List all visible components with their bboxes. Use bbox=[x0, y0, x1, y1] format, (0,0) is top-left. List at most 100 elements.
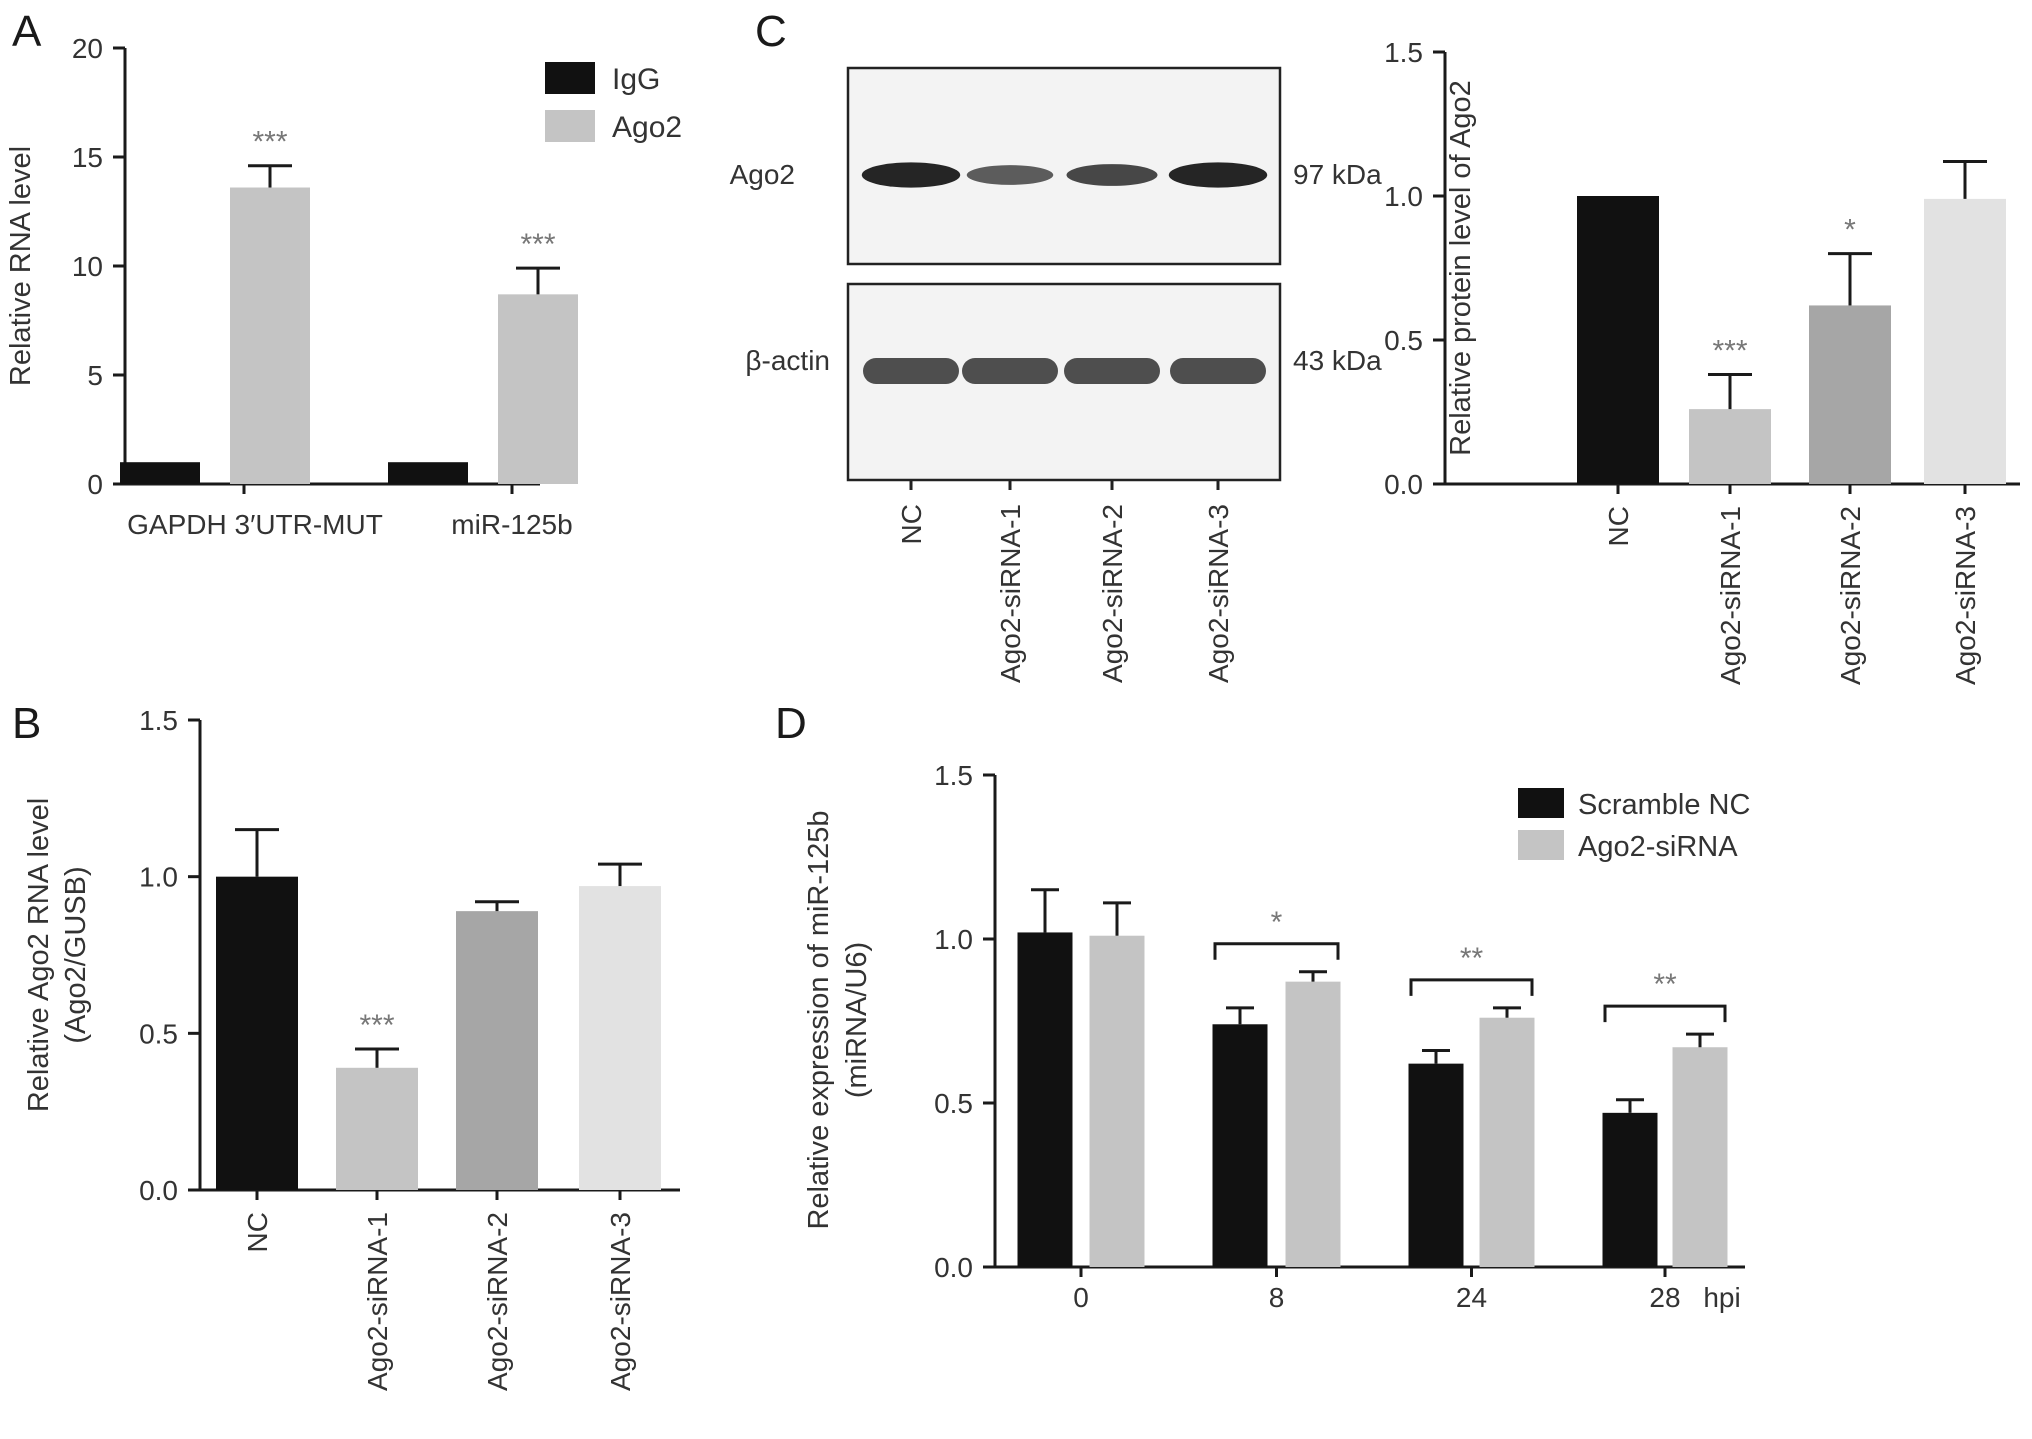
y-tick-label: 1.5 bbox=[139, 705, 178, 736]
blot-kda-ago2: 97 kDa bbox=[1293, 159, 1382, 190]
legend-label: Ago2-siRNA bbox=[1578, 831, 1738, 863]
chart-c: 0.0 0.5 1.0 1.5 Relative protein level of Ag… bbox=[1384, 37, 2020, 685]
x-tick-label: 28 bbox=[1649, 1282, 1680, 1313]
band-ago2 bbox=[861, 162, 961, 188]
y-tick-label: 0.0 bbox=[139, 1175, 178, 1206]
x-tick-label: Ago2-siRNA-3 bbox=[1950, 506, 1981, 685]
y-tick-label: 0.5 bbox=[139, 1018, 178, 1049]
bar bbox=[1924, 198, 2006, 484]
y-tick-label: 0.0 bbox=[934, 1252, 973, 1283]
y-tick-label: 1.0 bbox=[139, 862, 178, 893]
x-tick-label: Ago2-siRNA-1 bbox=[1715, 506, 1746, 685]
y-axis-title: Relative expression of miR-125b bbox=[803, 810, 835, 1229]
significance-bracket bbox=[1603, 1004, 1727, 1023]
western-blot: Ago2 β-actin 97 kDa 43 kDa NC Ago2-siRNA-… bbox=[730, 66, 1382, 683]
blot-kda-actin: 43 kDa bbox=[1293, 345, 1382, 376]
bar bbox=[1809, 305, 1891, 484]
bar bbox=[1577, 196, 1659, 484]
y-tick-label: 1.0 bbox=[934, 924, 973, 955]
significance-marker: ** bbox=[1653, 968, 1677, 1001]
significance-marker: * bbox=[1844, 214, 1856, 247]
y-axis-title-2: (Ago2/GUSB) bbox=[60, 866, 92, 1043]
x-tick-label: Ago2-siRNA-3 bbox=[605, 1212, 636, 1391]
bar bbox=[216, 876, 298, 1190]
x-axis-unit: hpi bbox=[1703, 1282, 1740, 1313]
y-axis-title: Relative Ago2 RNA level bbox=[23, 798, 55, 1112]
blot-lane-labels: NC Ago2-siRNA-1 Ago2-siRNA-2 Ago2-siRNA-3 bbox=[896, 480, 1234, 683]
bar bbox=[1017, 932, 1073, 1267]
bar bbox=[1089, 935, 1145, 1267]
x-tick-label: GAPDH 3′UTR-MUT bbox=[127, 509, 383, 540]
bar bbox=[1212, 1024, 1268, 1267]
band-actin bbox=[962, 358, 1058, 384]
band-ago2 bbox=[966, 165, 1054, 185]
x-tick-label: Ago2-siRNA-1 bbox=[362, 1212, 393, 1391]
legend-swatch bbox=[1518, 830, 1564, 860]
bar bbox=[1408, 1063, 1464, 1267]
significance-marker: * bbox=[1271, 906, 1283, 939]
band-ago2 bbox=[1168, 162, 1268, 188]
band-actin bbox=[1064, 358, 1160, 384]
y-tick-label: 0.5 bbox=[934, 1088, 973, 1119]
panel-letter-c: C bbox=[755, 7, 787, 56]
lane-label: Ago2-siRNA-1 bbox=[995, 504, 1026, 683]
bar bbox=[1285, 981, 1341, 1267]
y-tick-label: 0.0 bbox=[1384, 469, 1423, 500]
x-tick-label: miR-125b bbox=[451, 509, 572, 540]
blot-label-actin: β-actin bbox=[745, 345, 830, 376]
panel-letter-b: B bbox=[12, 699, 41, 748]
y-tick-label: 5 bbox=[87, 360, 103, 391]
band-actin bbox=[863, 358, 959, 384]
bar bbox=[579, 886, 661, 1190]
y-tick-label: 10 bbox=[72, 251, 103, 282]
bar bbox=[1672, 1047, 1728, 1267]
significance-marker: *** bbox=[252, 126, 287, 159]
chart-b: 0.0 0.5 1.0 1.5 Relative Ago2 RNA level (Ago2… bbox=[23, 705, 680, 1391]
blot-bands bbox=[861, 162, 1268, 384]
y-tick-label: 0.5 bbox=[1384, 325, 1423, 356]
y-tick-label: 1.5 bbox=[934, 760, 973, 791]
blot-label-ago2: Ago2 bbox=[730, 159, 795, 190]
band-actin bbox=[1170, 358, 1266, 384]
bar bbox=[456, 911, 538, 1190]
y-tick-label: 15 bbox=[72, 142, 103, 173]
lane-label: NC bbox=[896, 504, 927, 544]
bar bbox=[498, 294, 578, 484]
y-tick-label: 1.0 bbox=[1384, 181, 1423, 212]
bar bbox=[120, 462, 200, 484]
legend-swatch bbox=[545, 62, 595, 94]
y-tick-label: 1.5 bbox=[1384, 37, 1423, 68]
y-axis-title: Relative RNA level bbox=[5, 146, 37, 386]
lane-label: Ago2-siRNA-3 bbox=[1203, 504, 1234, 683]
x-tick-label: 24 bbox=[1456, 1282, 1487, 1313]
y-tick-label: 20 bbox=[72, 33, 103, 64]
panel-letter-a: A bbox=[12, 7, 42, 56]
bar bbox=[230, 187, 310, 484]
x-tick-label: NC bbox=[1603, 506, 1634, 546]
legend-swatch bbox=[1518, 788, 1564, 818]
y-axis-title: Relative protein level of Ago2 bbox=[1445, 80, 1477, 456]
x-tick-label: NC bbox=[242, 1212, 273, 1252]
x-tick-label: Ago2-siRNA-2 bbox=[1835, 506, 1866, 685]
significance-marker: ** bbox=[1460, 942, 1484, 975]
bar bbox=[388, 462, 468, 484]
panel-letter-d: D bbox=[775, 699, 807, 748]
legend-label: IgG bbox=[612, 63, 660, 96]
legend-label: Scramble NC bbox=[1578, 789, 1750, 821]
significance-marker: *** bbox=[1712, 335, 1747, 368]
lane-label: Ago2-siRNA-2 bbox=[1097, 504, 1128, 683]
x-tick-label: 0 bbox=[1073, 1282, 1089, 1313]
bar bbox=[336, 1067, 418, 1190]
y-tick-label: 0 bbox=[87, 469, 103, 500]
bar bbox=[1479, 1017, 1535, 1267]
legend-label: Ago2 bbox=[612, 111, 682, 144]
bar bbox=[1602, 1112, 1658, 1267]
x-tick-label: 8 bbox=[1269, 1282, 1285, 1313]
chart-d: 0.0 0.5 1.0 1.5 Relative expression of miR-1… bbox=[803, 760, 1750, 1313]
significance-marker: *** bbox=[520, 228, 555, 261]
chart-a: 0 5 10 15 20 Relative RNA level *** *** GAPDH 3′… bbox=[5, 33, 682, 540]
significance-bracket bbox=[1213, 942, 1340, 960]
bar bbox=[1689, 409, 1771, 484]
band-ago2 bbox=[1066, 164, 1158, 186]
